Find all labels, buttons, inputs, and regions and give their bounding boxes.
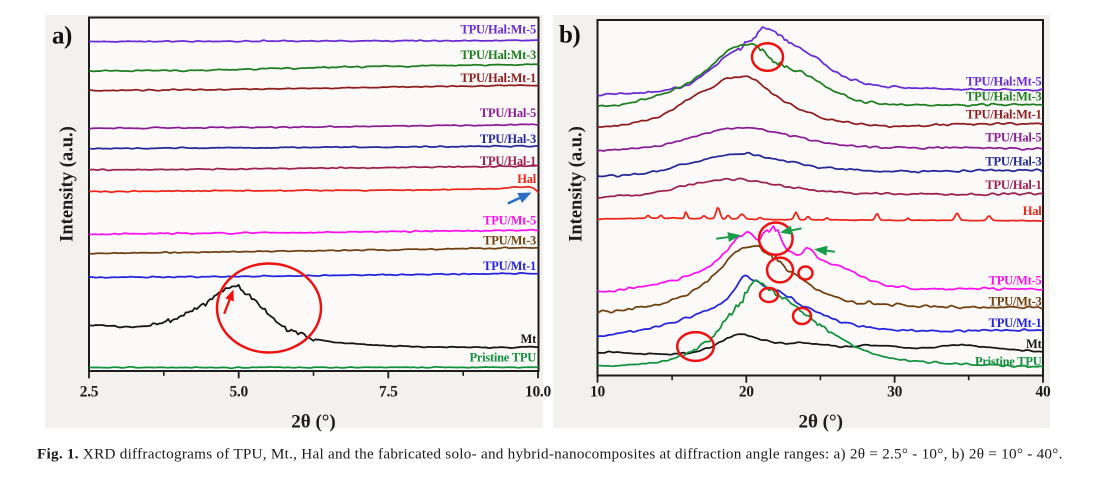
svg-text:TPU/Hal-1: TPU/Hal-1	[985, 178, 1041, 192]
svg-text:TPU/Hal:Mt-5: TPU/Hal:Mt-5	[966, 74, 1041, 88]
svg-text:TPU/Hal-1: TPU/Hal-1	[480, 154, 536, 168]
svg-text:TPU/Hal-3: TPU/Hal-3	[985, 154, 1041, 168]
svg-text:10: 10	[590, 384, 605, 401]
svg-text:Pristine TPU: Pristine TPU	[975, 355, 1042, 369]
svg-text:Fig. 1. XRD diffractograms of: Fig. 1. XRD diffractograms of TPU, Mt., …	[37, 446, 1063, 463]
svg-text:Mt: Mt	[521, 332, 538, 346]
svg-text:Mt: Mt	[1026, 337, 1043, 351]
svg-text:7.5: 7.5	[379, 384, 398, 401]
svg-text:Intensity (a.u.): Intensity (a.u.)	[58, 126, 78, 242]
svg-text:TPU/Hal:Mt-3: TPU/Hal:Mt-3	[461, 48, 536, 62]
svg-text:Intensity (a.u.): Intensity (a.u.)	[567, 126, 587, 242]
svg-text:10.0: 10.0	[525, 384, 551, 401]
svg-text:a): a)	[52, 23, 72, 50]
svg-text:2θ (°): 2θ (°)	[798, 412, 842, 433]
svg-text:TPU/Hal:Mt-3: TPU/Hal:Mt-3	[966, 89, 1041, 103]
svg-text:TPU/Hal:Mt-1: TPU/Hal:Mt-1	[461, 71, 536, 85]
svg-text:40: 40	[1036, 384, 1051, 401]
svg-text:TPU/Hal-5: TPU/Hal-5	[480, 106, 536, 120]
svg-text:TPU/Hal-5: TPU/Hal-5	[985, 130, 1041, 144]
svg-text:TPU/Mt-5: TPU/Mt-5	[989, 273, 1042, 287]
svg-text:TPU/Mt-1: TPU/Mt-1	[989, 316, 1042, 330]
svg-text:Hal: Hal	[1023, 204, 1042, 218]
svg-text:TPU/Mt-3: TPU/Mt-3	[483, 233, 536, 247]
svg-text:TPU/Hal:Mt-1: TPU/Hal:Mt-1	[966, 107, 1041, 121]
svg-text:TPU/Hal:Mt-5: TPU/Hal:Mt-5	[461, 22, 536, 36]
svg-text:2.5: 2.5	[80, 384, 99, 401]
svg-text:TPU/Hal-3: TPU/Hal-3	[480, 132, 536, 146]
svg-text:2θ (°): 2θ (°)	[291, 412, 335, 433]
svg-text:b): b)	[559, 22, 580, 49]
svg-text:20: 20	[739, 384, 754, 401]
svg-text:TPU/Mt-1: TPU/Mt-1	[483, 259, 536, 273]
svg-text:5.0: 5.0	[229, 384, 248, 401]
svg-text:TPU/Mt-5: TPU/Mt-5	[483, 213, 536, 227]
svg-text:Hal: Hal	[517, 172, 536, 186]
svg-text:Pristine TPU: Pristine TPU	[469, 350, 536, 364]
svg-text:TPU/Mt-3: TPU/Mt-3	[989, 294, 1042, 308]
svg-text:30: 30	[887, 384, 902, 401]
